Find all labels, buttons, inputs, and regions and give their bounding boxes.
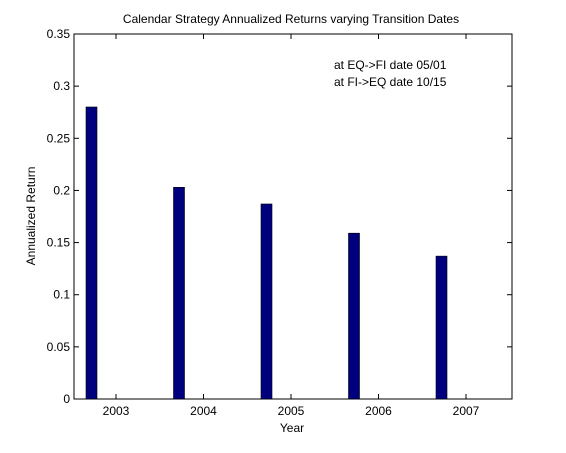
y-tick-label: 0.15 [47, 236, 71, 250]
annotation-line-1: at EQ->FI date 05/01 [334, 58, 447, 72]
y-tick-label: 0 [63, 392, 70, 406]
x-axis-label: Year [280, 421, 304, 435]
y-tick-label: 0.35 [47, 27, 71, 41]
y-tick-label: 0.2 [53, 183, 70, 197]
chart-title: Calendar Strategy Annualized Returns var… [123, 12, 459, 26]
bar-2005 [260, 203, 273, 400]
y-axis-label: Annualized Return [24, 167, 38, 266]
x-tick-label: 2004 [190, 404, 217, 418]
y-tick-label: 0.25 [47, 131, 71, 145]
x-tick-label: 2005 [278, 404, 305, 418]
bar-2004 [173, 187, 185, 400]
bar-2007 [435, 255, 448, 400]
y-tick-label: 0.3 [53, 79, 70, 93]
y-tick-label: 0.05 [47, 340, 71, 354]
bar-series [85, 106, 448, 400]
bar-2003 [85, 106, 98, 400]
x-tick-label: 2007 [453, 404, 480, 418]
y-tick-label: 0.1 [53, 288, 70, 302]
x-tick-label: 2006 [365, 404, 392, 418]
y-axis-ticks: 0 0.05 0.1 0.15 0.2 0.25 0.3 0.35 [47, 27, 512, 406]
x-tick-label: 2003 [103, 404, 130, 418]
bar-2006 [348, 232, 360, 400]
x-axis-ticks: 2003 2004 2005 2006 2007 [103, 34, 480, 418]
annotation-line-2: at FI->EQ date 10/15 [334, 75, 447, 89]
